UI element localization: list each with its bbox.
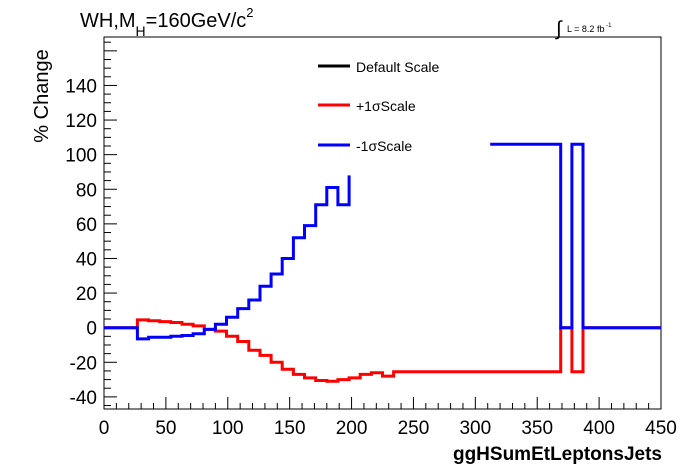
series-line-2-0 (104, 175, 351, 341)
x-tick-label: 50 (155, 418, 176, 439)
x-tick-label: 300 (459, 418, 491, 439)
x-tick-label: 150 (274, 418, 306, 439)
y-tick-label: 120 (65, 111, 97, 132)
y-tick-label: 20 (76, 284, 97, 305)
legend: Default Scale +1σScale -1σScale (318, 59, 439, 154)
y-axis-title: % Change (31, 49, 53, 142)
y-tick-label: 40 (76, 249, 97, 270)
series-line-2-1 (490, 142, 661, 330)
axis-ticks: 0 50 100 150 200 250 300 350 400 450 -40 -20 0 20 40 60… (65, 41, 677, 439)
y-tick-label: 0 (86, 319, 97, 340)
x-axis-title: ggHSumEtLeptonsJets (453, 444, 662, 465)
x-tick-label: 400 (583, 418, 615, 439)
x-tick-label: 250 (398, 418, 430, 439)
legend-label-plus1sigma: +1σScale (356, 98, 416, 114)
plot-frame (103, 36, 662, 410)
y-tick-label: -20 (70, 353, 97, 374)
x-tick-label: 0 (99, 418, 110, 439)
luminosity-label: L = 8.2 fb -1 (567, 23, 612, 34)
x-tick-label: 100 (212, 418, 244, 439)
y-tick-label: 100 (65, 146, 97, 167)
y-tick-label: 80 (76, 180, 97, 201)
legend-label-minus1sigma: -1σScale (356, 138, 412, 154)
luminosity-integral-symbol: ∫ (555, 18, 563, 40)
series-lines (104, 142, 661, 383)
series-line-1-0 (104, 318, 661, 383)
x-tick-label: 200 (336, 418, 368, 439)
legend-label-default: Default Scale (356, 59, 439, 75)
y-tick-label: 140 (65, 76, 97, 97)
y-tick-label: -40 (70, 388, 97, 409)
x-tick-label: 450 (645, 418, 677, 439)
x-tick-label: 350 (521, 418, 553, 439)
chart-title: WH,MH=160GeV/c2 (80, 5, 254, 39)
y-tick-label: 60 (76, 215, 97, 236)
